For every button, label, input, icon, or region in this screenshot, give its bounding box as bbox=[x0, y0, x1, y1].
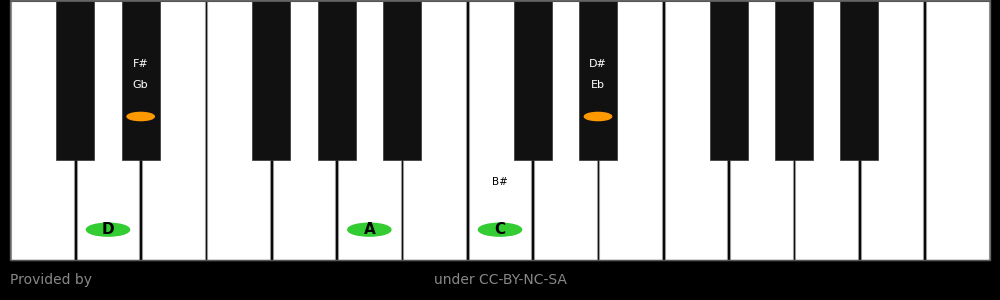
Bar bbox=[730, 0, 793, 260]
Bar bbox=[318, 0, 356, 160]
Text: C: C bbox=[494, 222, 506, 237]
Bar bbox=[56, 0, 94, 160]
Bar bbox=[579, 0, 617, 160]
Bar bbox=[469, 0, 531, 260]
Circle shape bbox=[348, 223, 391, 236]
Circle shape bbox=[584, 112, 612, 121]
Text: Gb: Gb bbox=[133, 80, 148, 90]
Bar bbox=[840, 0, 878, 160]
Bar bbox=[514, 0, 552, 160]
Text: F#: F# bbox=[133, 59, 149, 69]
Bar bbox=[926, 0, 989, 260]
Bar bbox=[534, 0, 597, 260]
Text: D#: D# bbox=[589, 59, 607, 69]
Bar bbox=[142, 0, 205, 260]
Bar bbox=[665, 0, 727, 260]
Bar bbox=[252, 0, 290, 160]
Text: A: A bbox=[363, 222, 375, 237]
Bar bbox=[122, 0, 160, 160]
Circle shape bbox=[127, 112, 154, 121]
Bar bbox=[77, 0, 139, 260]
Bar bbox=[599, 0, 662, 260]
Circle shape bbox=[86, 223, 130, 236]
Text: Eb: Eb bbox=[591, 80, 605, 90]
Bar bbox=[11, 0, 74, 260]
Bar bbox=[795, 0, 858, 260]
Bar bbox=[383, 0, 421, 160]
Bar bbox=[403, 0, 466, 260]
Bar bbox=[338, 0, 401, 260]
Bar bbox=[861, 0, 923, 260]
Text: Provided by: Provided by bbox=[10, 273, 92, 287]
Text: under CC-BY-NC-SA: under CC-BY-NC-SA bbox=[434, 273, 566, 287]
Text: D: D bbox=[102, 222, 114, 237]
Bar bbox=[273, 0, 335, 260]
Bar bbox=[10, 0, 990, 260]
Bar bbox=[710, 0, 748, 160]
Circle shape bbox=[478, 223, 522, 236]
Text: B#: B# bbox=[492, 177, 508, 187]
Bar bbox=[775, 0, 813, 160]
Bar bbox=[207, 0, 270, 260]
